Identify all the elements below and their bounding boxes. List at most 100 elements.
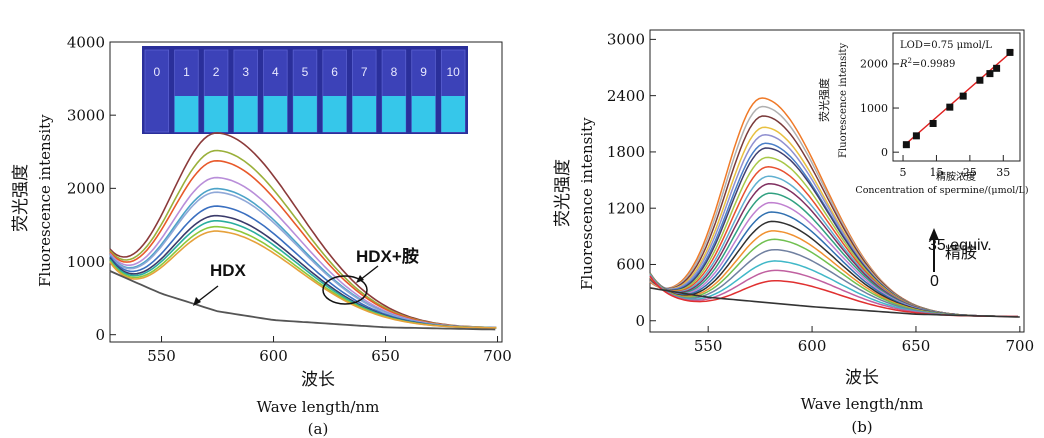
- vial-label: 9: [420, 65, 427, 79]
- panel-a-xtick-label: 650: [371, 347, 400, 365]
- vial-glow-3: [233, 96, 258, 132]
- panel-b-ytick-label: 600: [616, 256, 645, 274]
- vial-glow-5: [293, 96, 317, 132]
- panel-b-plot-frame: [649, 29, 1025, 333]
- panel-b: 550 600 650 700 0 600 1200 1800 2400 3000 35 equi…: [553, 29, 1034, 436]
- r2-superscript: 2: [908, 57, 912, 65]
- inset-point-3: [946, 103, 954, 111]
- inset-point-0: [902, 141, 910, 149]
- panel-a-ylabel-cn: 荧光强度: [11, 164, 31, 232]
- inset-xlabel-cn: 精胺浓度: [936, 170, 976, 183]
- inset-ylabel-en: Fluorescence intensity: [838, 43, 849, 158]
- panel-b-ytick-label: 0: [635, 312, 645, 330]
- vial-photo: 0 1 2 3 4 5 6 7 8 9 10: [142, 46, 468, 134]
- inset-ylabel-cn: 荧光强度: [817, 78, 831, 122]
- r2-text: R2=0.9989: [899, 57, 955, 70]
- panel-b-ytick-label: 1200: [607, 199, 645, 217]
- analyte-label: 精胺: [945, 244, 977, 262]
- panel-b-xtick-label: 700: [1006, 337, 1035, 355]
- panel-a-ytick-label: 3000: [67, 106, 105, 124]
- panel-a-ytick-label: 2000: [67, 180, 105, 198]
- inset-plot-frame: [892, 32, 1021, 162]
- vial-label: 8: [391, 65, 398, 79]
- panel-b-spectra: [649, 97, 1020, 318]
- inset-ytick-label: 1000: [860, 102, 888, 115]
- inset-xtick-label: 25: [963, 166, 977, 179]
- inset-point-2: [929, 119, 937, 127]
- inset-point-5: [976, 76, 984, 84]
- inset-points: [902, 48, 1014, 149]
- panel-a-ytick-label: 1000: [67, 253, 105, 271]
- r2-value: =0.9989: [912, 59, 955, 70]
- panel-a-plot-frame: [109, 41, 503, 343]
- hdx-amine-arrow: [359, 265, 379, 281]
- inset-axis-ticks: 5 15 25 35 0 1000 2000: [860, 58, 1010, 179]
- hdx-arrow: [195, 285, 219, 304]
- inset-point-8: [1006, 48, 1014, 56]
- equiv-label: 35 equiv.: [928, 237, 992, 254]
- panel-a-xtick-label: 600: [259, 347, 288, 365]
- overlap-ellipse: [322, 275, 368, 305]
- panel-a-ytick-label: 0: [95, 326, 105, 344]
- increase-arrow-head: [929, 228, 939, 240]
- vial-glow-1: [174, 96, 199, 132]
- vial-label: 6: [331, 65, 338, 79]
- panel-b-caption: (b): [851, 418, 872, 436]
- vial-glow-8: [382, 96, 406, 132]
- panel-a-ylabel-en: Fluorescence intensity: [36, 114, 54, 287]
- panel-b-xlabel-en: Wave length/nm: [801, 395, 924, 413]
- vial-glow-7: [352, 96, 377, 132]
- inset-xtick-label: 15: [929, 166, 943, 179]
- panel-b-xtick-label: 550: [694, 337, 723, 355]
- zero-label: 0: [930, 273, 939, 290]
- inset-point-1: [912, 132, 920, 140]
- panel-b-xlabel-cn: 波长: [845, 368, 879, 388]
- panel-a-xlabel-cn: 波长: [301, 370, 335, 390]
- panel-b-ytick-label: 3000: [607, 31, 645, 49]
- panel-a-series-9: [109, 225, 497, 329]
- panel-a-xtick-label: 700: [483, 347, 512, 365]
- vial-glow-9: [411, 96, 436, 132]
- inset-xtick-label: 5: [900, 166, 907, 179]
- panel-a: 0 1 2 3 4 5 6 7 8 9 10 550 600 650 700 0 1000 2000 3000 40…: [11, 33, 512, 438]
- vial-label: 1: [183, 65, 190, 79]
- panel-a-series-6: [109, 205, 497, 329]
- vial-label: 10: [447, 65, 461, 79]
- r2-symbol: R: [899, 59, 908, 70]
- vial-label: 4: [272, 65, 279, 79]
- hdx-amine-arrow-head: [356, 275, 364, 283]
- panel-a-ytick-label: 4000: [67, 33, 105, 51]
- vial-label: 5: [302, 65, 309, 79]
- inset-ytick-label: 0: [881, 146, 888, 159]
- hdx-curve: [109, 270, 496, 331]
- vial-label: 2: [213, 65, 220, 79]
- vial-label: 0: [153, 65, 160, 79]
- hdx-arrow-head: [193, 297, 201, 306]
- panel-a-series-10: [109, 230, 497, 329]
- panel-b-axis-ticks: 550 600 650 700 0 600 1200 1800 2400 3000: [607, 31, 1034, 355]
- lod-text: LOD=0.75 μmol/L: [900, 40, 992, 51]
- inset-point-4: [959, 92, 967, 100]
- vial-label: 3: [242, 65, 249, 79]
- inset-ytick-label: 2000: [860, 58, 888, 71]
- panel-b-ylabel-en: Fluorescence intensity: [578, 117, 596, 290]
- hdx-amine-label: HDX+胺: [356, 246, 419, 266]
- vial-glow-4: [263, 96, 288, 132]
- panel-a-caption: (a): [308, 420, 329, 438]
- panel-b-xtick-label: 650: [902, 337, 931, 355]
- vial-glow-10: [441, 96, 465, 132]
- hdx-label: HDX: [210, 261, 247, 280]
- panel-a-xtick-label: 550: [147, 347, 176, 365]
- vial-glow-2: [204, 96, 228, 132]
- panel-a-xlabel-en: Wave length/nm: [257, 398, 380, 416]
- calibration-inset: 5 15 25 35 0 1000 2000 LOD=0.75 μmol/L R2=0.99…: [817, 32, 1029, 196]
- inset-point-6: [986, 70, 994, 78]
- panel-a-spectra: [109, 132, 497, 331]
- panel-b-base-curve: [649, 287, 1020, 318]
- vial-0: [144, 49, 170, 133]
- panel-b-ytick-label: 1800: [607, 143, 645, 161]
- vial-label: 7: [361, 65, 368, 79]
- panel-b-ylabel-cn: 荧光强度: [553, 159, 573, 227]
